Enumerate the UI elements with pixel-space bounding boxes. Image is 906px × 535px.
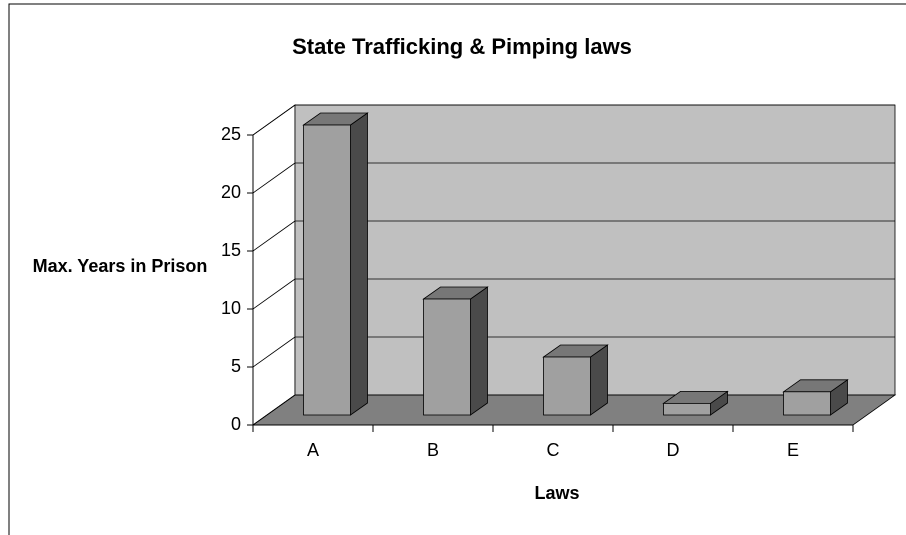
x-tick-label: B <box>427 440 439 460</box>
x-tick-label: A <box>307 440 319 460</box>
y-tick-label: 5 <box>231 356 241 376</box>
y-tick-label: 25 <box>221 124 241 144</box>
bar <box>783 391 831 416</box>
bar-side <box>350 112 368 416</box>
bar <box>543 356 591 416</box>
x-tick-label: E <box>787 440 799 460</box>
grid-line <box>252 394 296 426</box>
x-axis-label: Laws <box>534 483 579 503</box>
grid-line <box>252 220 296 252</box>
chart-border <box>8 3 906 535</box>
grid-line <box>252 336 296 368</box>
y-tick-label: 15 <box>221 240 241 260</box>
grid-line <box>252 162 296 194</box>
y-axis-label: Max. Years in Prison <box>32 256 208 276</box>
bar <box>423 298 471 416</box>
bar <box>663 402 711 416</box>
side-wall <box>252 104 296 426</box>
y-tick-label: 0 <box>231 414 241 434</box>
bar <box>303 124 351 416</box>
chart-title: State Trafficking & Pimping laws <box>292 34 632 59</box>
x-tick-label: D <box>667 440 680 460</box>
y-tick-label: 20 <box>221 182 241 202</box>
y-tick-label: 10 <box>221 298 241 318</box>
grid-line <box>252 104 296 136</box>
bar-side <box>470 286 488 416</box>
grid-line <box>252 278 296 310</box>
x-tick-label: C <box>547 440 560 460</box>
